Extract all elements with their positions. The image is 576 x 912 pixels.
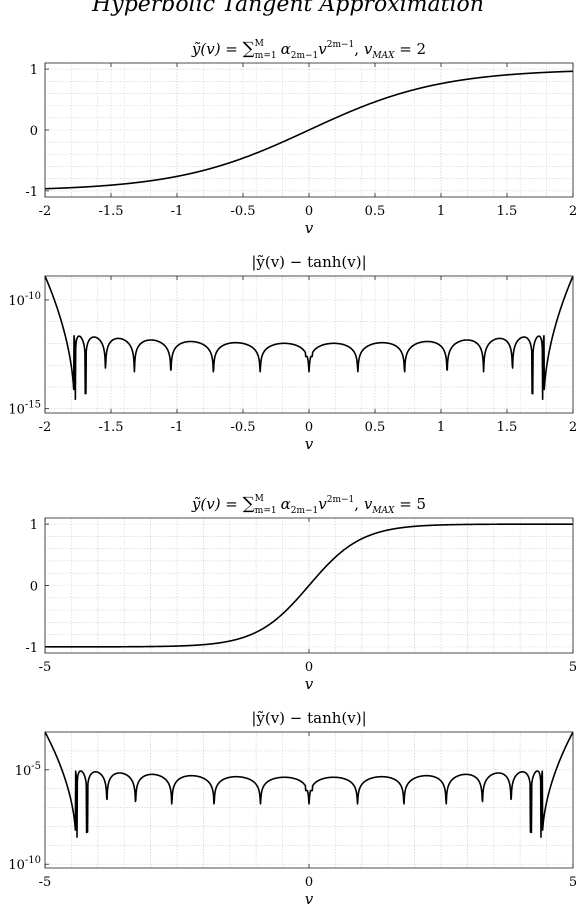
x-tick-label: -0.5 — [230, 204, 255, 219]
x-tick-label: 5 — [569, 875, 576, 890]
x-tick-label: -1.5 — [98, 420, 123, 435]
x-tick-label: -1 — [171, 420, 184, 435]
y-tick-label: 1 — [30, 518, 38, 533]
x-tick-label: 0 — [305, 420, 313, 435]
y-tick-label: 10-15 — [8, 400, 41, 418]
x-tick-label: 1.5 — [497, 420, 518, 435]
y-tick-label: -1 — [25, 641, 38, 656]
chart-3: -5 0 5 -1 0 1 v ỹ(v) = ∑m=1M α2m−1v2m−1, vMAX =… — [25, 494, 576, 693]
x-tick-label: 0 — [305, 660, 313, 675]
y-tick-label: 10-10 — [8, 855, 41, 873]
grid — [44, 518, 574, 653]
y-tick-label: -1 — [25, 185, 38, 200]
series-line — [44, 70, 574, 190]
x-axis-label: v — [305, 890, 314, 908]
x-axis-label: v — [305, 435, 314, 453]
y-tick-label: 0 — [30, 580, 38, 595]
chart-title: |ỹ(v) − tanh(v)| — [251, 253, 366, 271]
x-tick-label: -5 — [39, 875, 52, 890]
x-tick-label: 0.5 — [365, 204, 386, 219]
x-tick-label: -2 — [39, 420, 52, 435]
x-tick-label: -2 — [39, 204, 52, 219]
y-tick-label: 1 — [30, 63, 38, 78]
x-tick-label: 1.5 — [497, 204, 518, 219]
x-tick-label: 2 — [569, 420, 576, 435]
series-line — [44, 275, 574, 401]
series-line — [44, 523, 574, 648]
x-tick-label: 1 — [437, 420, 445, 435]
x-tick-label: 5 — [569, 660, 576, 675]
y-tick-label: 0 — [30, 124, 38, 139]
x-tick-label: 0 — [305, 875, 313, 890]
x-axis-label: v — [305, 675, 314, 693]
figure-title: Hyperbolic Tangent Approximation — [92, 0, 484, 17]
x-tick-label: 0 — [305, 204, 313, 219]
x-tick-label: -5 — [39, 660, 52, 675]
x-tick-label: -1 — [171, 204, 184, 219]
x-tick-label: -0.5 — [230, 420, 255, 435]
chart-2: -2 -1.5 -1 -0.5 0 0.5 1 1.5 2 10-10 10-15 v |ỹ(v) − … — [8, 253, 576, 453]
x-tick-label: 1 — [437, 204, 445, 219]
plot-area — [45, 276, 573, 413]
x-tick-label: 2 — [569, 204, 576, 219]
chart-title: ỹ(v) = ∑m=1M α2m−1v2m−1, vMAX = 5 — [191, 494, 426, 516]
chart-4: -5 0 5 10-5 10-10 v |ỹ(v) − tanh(v)| — [8, 709, 576, 908]
y-tick-label: 10-5 — [15, 761, 41, 779]
chart-title: ỹ(v) = ∑m=1M α2m−1v2m−1, vMAX = 2 — [191, 39, 426, 61]
y-tick-label: 10-10 — [8, 291, 41, 309]
series-line — [44, 731, 574, 838]
x-tick-label: 0.5 — [365, 420, 386, 435]
x-axis-label: v — [305, 219, 314, 237]
x-tick-label: -1.5 — [98, 204, 123, 219]
chart-title: |ỹ(v) − tanh(v)| — [251, 709, 366, 727]
chart-1: -2 -1.5 -1 -0.5 0 0.5 1 1.5 2 -1 0 1 v ỹ(v) = ∑m=1M α… — [25, 39, 576, 237]
